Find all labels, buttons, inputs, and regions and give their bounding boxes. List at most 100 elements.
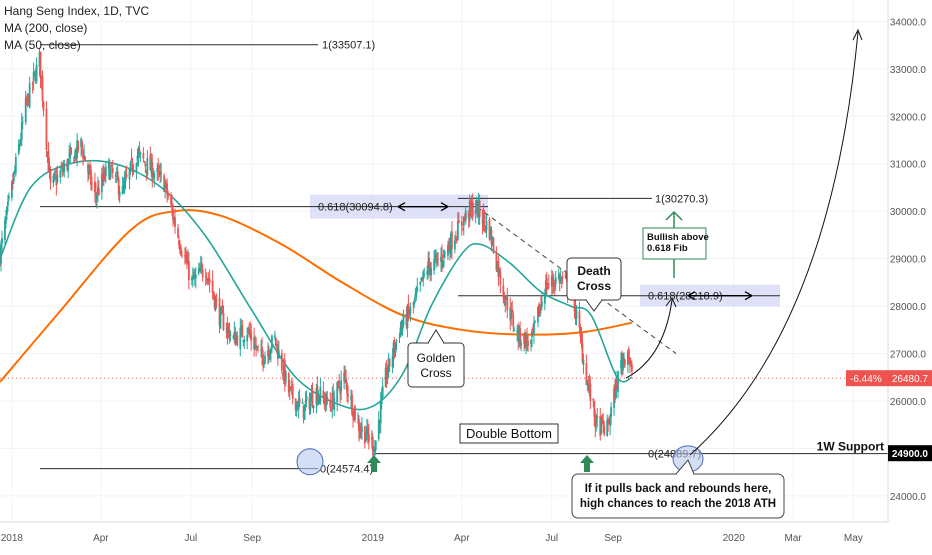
candle-body <box>543 295 546 304</box>
candle-body <box>198 267 201 272</box>
candle-body <box>221 307 224 314</box>
candle-body <box>250 331 253 341</box>
candle-body <box>426 271 429 275</box>
candle-body <box>301 402 304 405</box>
candle-body <box>204 276 207 278</box>
last-price-change: -6.44% <box>850 374 882 385</box>
candle-body <box>207 277 210 280</box>
candle-body <box>10 181 13 198</box>
candle-body <box>40 75 43 80</box>
candle-body <box>497 260 500 277</box>
candle-body <box>599 415 602 436</box>
candle-body <box>49 168 52 183</box>
candle-body <box>559 276 562 282</box>
candle-body <box>289 386 292 388</box>
death-cross-box <box>566 257 622 301</box>
candle-body <box>525 334 527 347</box>
candle-body <box>395 340 398 342</box>
candle-body <box>442 261 444 265</box>
candle-body <box>440 256 442 262</box>
candle-body <box>197 268 200 274</box>
candle-body <box>283 360 286 385</box>
candle-body <box>63 162 66 172</box>
candle-body <box>532 327 534 333</box>
candle-body <box>249 330 252 335</box>
candle-body <box>171 204 173 211</box>
candle-body <box>18 143 21 147</box>
candle-body <box>52 175 55 183</box>
candle-body <box>450 233 452 255</box>
candle-body <box>510 309 513 320</box>
candle-body <box>243 339 246 343</box>
candle-body <box>220 308 223 310</box>
candle-body <box>149 154 152 171</box>
candle-body <box>166 183 169 195</box>
candle-body <box>629 361 632 367</box>
candle-body <box>374 440 377 450</box>
candle-body <box>333 398 336 410</box>
candle-body <box>337 381 340 383</box>
candle-body <box>59 170 62 178</box>
candle-body <box>551 278 554 285</box>
candle-body <box>546 286 549 288</box>
candle-body <box>443 249 445 259</box>
candle-body <box>199 265 202 271</box>
candle-body <box>377 419 380 440</box>
x-tick-label: Mar <box>784 533 802 544</box>
candle-body <box>47 151 50 172</box>
candle-body <box>7 196 10 199</box>
y-tick-label: 31000.0 <box>890 160 927 171</box>
candle-body <box>607 419 610 425</box>
candle-body <box>346 383 348 394</box>
candle-body <box>593 401 596 418</box>
candle-body <box>219 308 222 329</box>
candle-body <box>222 313 225 331</box>
candle-body <box>288 387 291 392</box>
candle-body <box>268 351 270 357</box>
candle-body <box>116 171 119 180</box>
candle-body <box>74 150 77 160</box>
candle-body <box>387 357 390 372</box>
candle-body <box>609 418 612 426</box>
candle-body <box>96 186 99 194</box>
candle-body <box>260 349 262 351</box>
candle-body <box>90 169 92 186</box>
candle-body <box>91 183 93 185</box>
candle-body <box>585 363 588 386</box>
candle-body <box>554 277 557 285</box>
candle-body <box>235 336 238 343</box>
candle-body <box>172 209 174 220</box>
candle-body <box>131 162 134 172</box>
x-tick-label: Jul <box>545 533 558 544</box>
candle-body <box>233 331 236 338</box>
candle-body <box>34 74 37 82</box>
candle-body <box>378 420 381 424</box>
candle-body <box>386 372 389 379</box>
death-cross-pointer <box>585 299 603 312</box>
candle-body <box>325 394 328 406</box>
candle-body <box>448 245 450 249</box>
candle-body <box>206 278 209 282</box>
candle-body <box>261 347 263 356</box>
candle-body <box>87 164 89 173</box>
candle-body <box>215 300 218 302</box>
candle-body <box>294 398 297 411</box>
candle-body <box>447 244 449 256</box>
candle-body <box>406 306 409 329</box>
candle-body <box>380 395 383 405</box>
candle-body <box>184 255 186 257</box>
candle-body <box>263 362 265 366</box>
candle-body <box>109 168 112 178</box>
candle-body <box>512 314 515 327</box>
rebound-note-label: If it pulls back and rebounds here, <box>585 483 772 495</box>
candle-body <box>391 356 394 368</box>
candle-body <box>295 402 298 412</box>
candle-body <box>358 419 360 432</box>
candle-body <box>39 51 42 79</box>
y-tick-label: 26000.0 <box>890 397 927 408</box>
candle-body <box>290 385 293 387</box>
candle-body <box>180 247 182 254</box>
candle-body <box>332 392 335 409</box>
candle-body <box>194 274 197 279</box>
candle-body <box>415 292 418 297</box>
